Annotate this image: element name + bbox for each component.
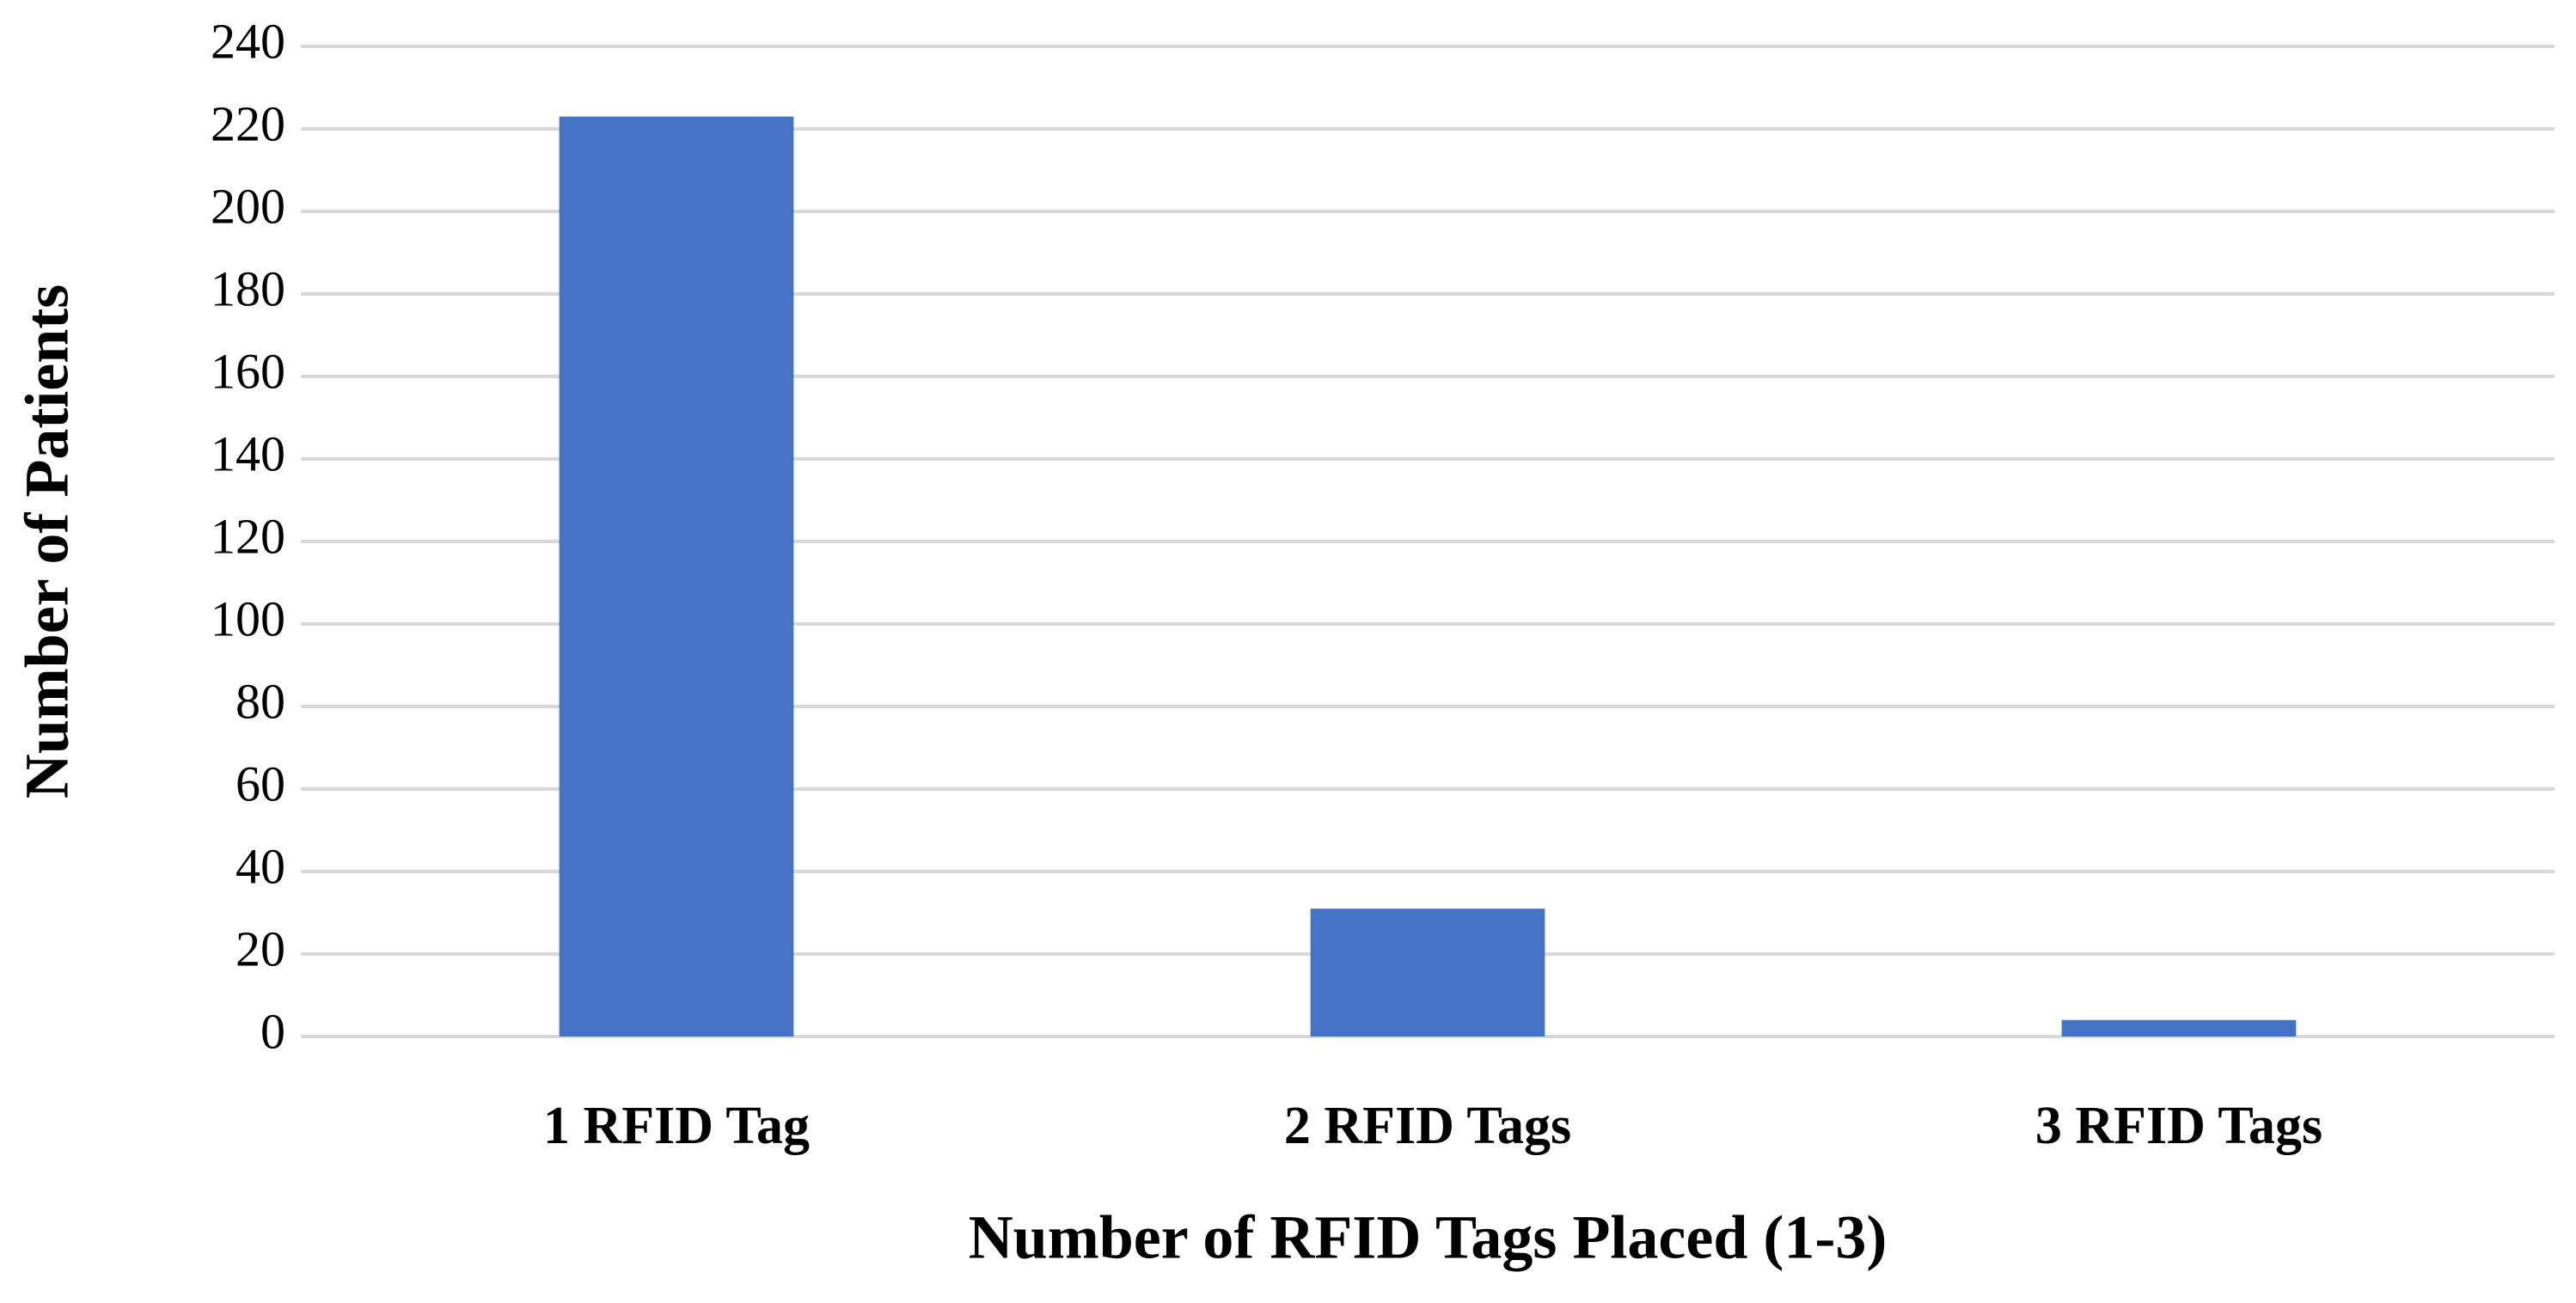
x-tick-label: 3 RFID Tags bbox=[2035, 1097, 2322, 1155]
x-tick-label: 2 RFID Tags bbox=[1284, 1097, 1571, 1155]
y-tick-label: 20 bbox=[236, 921, 285, 976]
x-axis-title: Number of RFID Tags Placed (1-3) bbox=[969, 1203, 1888, 1272]
y-tick-label: 240 bbox=[211, 13, 285, 69]
y-tick-label: 0 bbox=[260, 1003, 285, 1059]
bar bbox=[559, 116, 794, 1037]
y-tick-label: 40 bbox=[236, 838, 285, 894]
y-axis-title: Number of Patients bbox=[13, 284, 82, 799]
x-tick-label: 1 RFID Tag bbox=[543, 1097, 810, 1155]
y-tick-label: 100 bbox=[211, 590, 285, 646]
bar bbox=[1310, 908, 1545, 1037]
y-tick-label: 140 bbox=[211, 425, 285, 481]
y-tick-label: 180 bbox=[211, 260, 285, 316]
y-tick-label: 160 bbox=[211, 343, 285, 399]
y-tick-label: 200 bbox=[211, 178, 285, 234]
y-tick-label: 80 bbox=[236, 673, 285, 729]
y-tick-label: 60 bbox=[236, 755, 285, 811]
y-tick-label: 120 bbox=[211, 508, 285, 564]
bar bbox=[2061, 1019, 2297, 1037]
y-tick-label: 220 bbox=[211, 95, 285, 151]
